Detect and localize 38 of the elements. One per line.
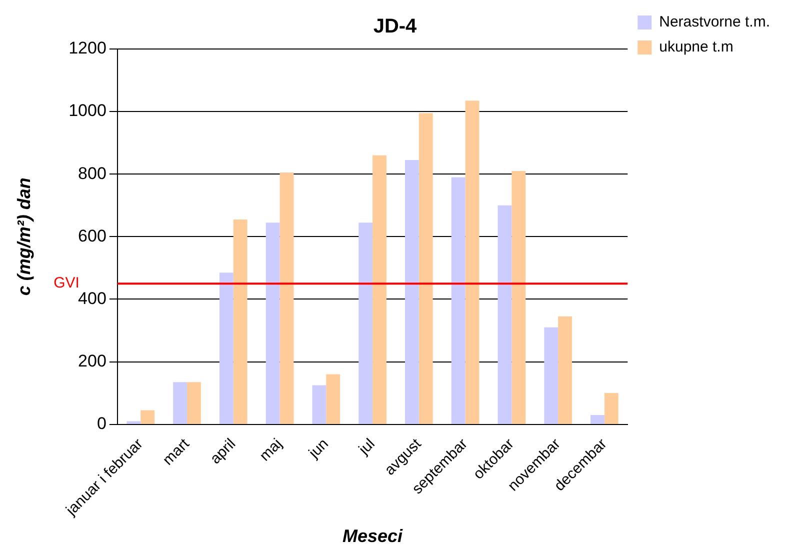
x-tick-label: jul bbox=[354, 435, 378, 459]
y-axis-title: c (mg/m²) dan bbox=[14, 178, 34, 296]
bar bbox=[126, 421, 141, 424]
bar bbox=[186, 382, 201, 424]
bar bbox=[498, 205, 512, 424]
y-tick-label: 800 bbox=[78, 164, 106, 183]
bar bbox=[326, 374, 340, 424]
bar bbox=[512, 170, 526, 424]
bar bbox=[465, 100, 480, 424]
bar bbox=[140, 410, 155, 424]
bar bbox=[372, 155, 386, 424]
y-tick-label: 600 bbox=[78, 226, 106, 246]
bar bbox=[280, 172, 294, 424]
bar bbox=[590, 414, 604, 424]
y-tick-label: 0 bbox=[96, 414, 106, 434]
chart-title: JD-4 bbox=[373, 16, 418, 38]
x-tick-label: maj bbox=[256, 435, 286, 465]
bar bbox=[451, 177, 466, 424]
legend-label: Nerastvorne t.m. bbox=[659, 14, 770, 31]
bar bbox=[358, 222, 373, 424]
bar bbox=[266, 222, 280, 424]
y-tick-label: 400 bbox=[78, 288, 106, 308]
bar bbox=[418, 113, 433, 424]
bar bbox=[173, 382, 187, 424]
bar bbox=[544, 327, 558, 424]
bar bbox=[404, 160, 419, 424]
ref-line-label: GVI bbox=[54, 274, 80, 292]
bar bbox=[312, 385, 326, 424]
x-tick-label: jun bbox=[305, 435, 332, 462]
bar bbox=[233, 219, 248, 424]
y-tick-label: 1000 bbox=[68, 101, 106, 120]
bar bbox=[219, 272, 234, 424]
y-tick-label: 1200 bbox=[68, 38, 106, 58]
legend-label: ukupne t.m bbox=[659, 38, 734, 56]
bar bbox=[604, 393, 618, 424]
bar bbox=[558, 316, 572, 424]
y-tick-label: 200 bbox=[78, 351, 106, 370]
x-axis-title: Meseci bbox=[342, 526, 404, 546]
